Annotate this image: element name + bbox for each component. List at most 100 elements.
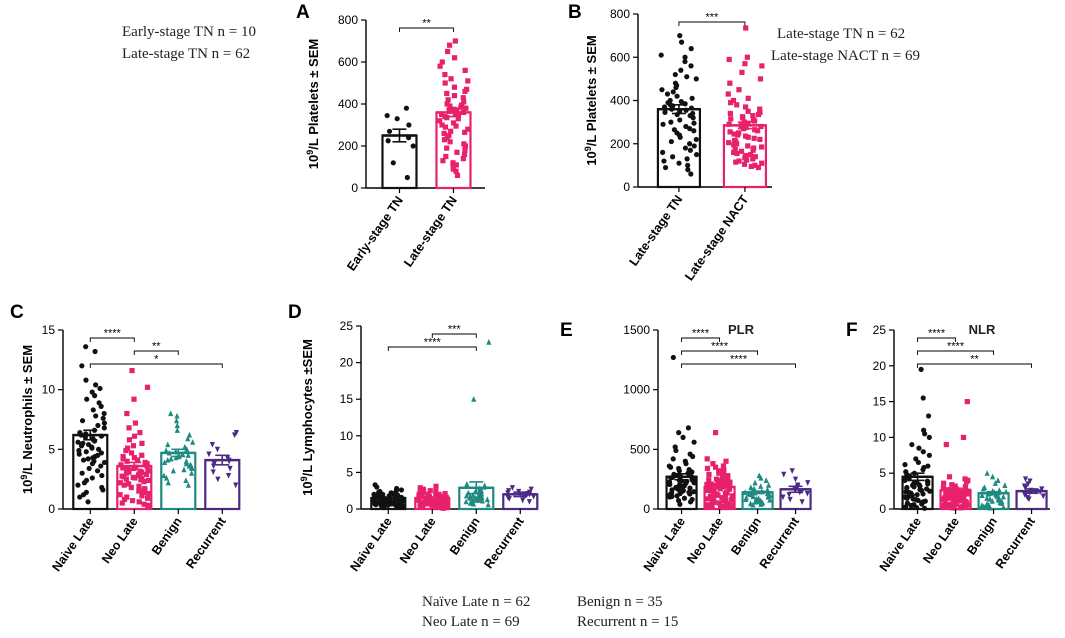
data-point [373, 502, 379, 508]
data-point [181, 466, 187, 473]
data-point [902, 477, 908, 483]
data-point [444, 101, 450, 107]
y-tick-label: 0 [643, 502, 650, 516]
data-point [693, 136, 699, 143]
data-point [684, 74, 690, 80]
x-tick-label: Late-stage TN [626, 193, 685, 269]
data-point [727, 129, 733, 135]
data-point [1000, 504, 1007, 510]
data-point [685, 425, 692, 431]
data-point [80, 492, 87, 498]
data-point [913, 504, 920, 511]
bracket-line [917, 337, 957, 342]
data-point [902, 462, 908, 468]
data-point [964, 399, 970, 405]
data-point [455, 112, 462, 119]
data-point [145, 495, 151, 501]
data-point [173, 417, 180, 424]
data-point [715, 492, 721, 498]
data-point [381, 504, 387, 511]
data-point [704, 487, 711, 494]
data-point [453, 162, 459, 168]
significance-bracket: **** [917, 341, 995, 355]
panel-D: D 0 5 10 15 20 25 109/L Lymphocytes ±SEM Naive L… [288, 302, 539, 574]
data-point [685, 167, 691, 173]
data-point [189, 465, 195, 472]
data-point [131, 433, 138, 439]
data-point [460, 156, 466, 162]
data-point [121, 496, 128, 503]
group-note-late-stage-tn: Late-stage TN n = 62 [777, 26, 906, 42]
data-point [716, 500, 722, 506]
y-tick-label: 5 [879, 466, 886, 480]
data-point [139, 452, 145, 458]
data-point [710, 494, 716, 500]
y-tick-label: 1000 [623, 383, 650, 397]
data-point [460, 95, 466, 101]
data-point [135, 457, 141, 463]
data-point [667, 481, 673, 488]
data-point [170, 467, 176, 474]
data-point [757, 76, 764, 82]
data-point [922, 431, 928, 437]
data-point [676, 468, 682, 474]
data-point [674, 93, 680, 99]
data-point [750, 147, 756, 153]
panel-letter: D [288, 302, 302, 323]
data-point [429, 502, 435, 508]
significance-label: **** [104, 328, 122, 340]
y-axis-label: 109/L Platelets ± SEM [583, 35, 599, 165]
data-point [687, 126, 693, 132]
x-tick-label: Naive Late [877, 515, 924, 574]
data-point [453, 123, 459, 129]
data-point [919, 501, 925, 507]
data-point [709, 504, 715, 510]
data-point [225, 472, 232, 479]
data-point [678, 67, 684, 73]
data-point [763, 477, 769, 483]
data-point [943, 441, 949, 448]
data-point [206, 451, 212, 458]
data-point [447, 139, 453, 145]
panel-letter: C [10, 302, 24, 323]
data-point [462, 67, 468, 73]
data-point [805, 480, 811, 486]
data-point [767, 496, 773, 503]
data-point [452, 38, 458, 44]
x-tick-label: Naive Late [347, 515, 394, 574]
panel-letter: F [846, 320, 858, 341]
y-tick-label: 5 [346, 465, 353, 479]
data-point [681, 495, 688, 501]
data-point [101, 459, 108, 466]
data-point [725, 91, 731, 97]
data-point [145, 490, 151, 497]
data-point [690, 115, 696, 121]
data-point [89, 461, 96, 467]
x-tick-label: Neo Late [397, 515, 439, 566]
y-tick-label: 0 [48, 502, 55, 516]
data-point [706, 471, 712, 477]
data-point [394, 116, 400, 122]
data-point [165, 479, 171, 486]
data-point [99, 472, 105, 479]
data-point [462, 88, 468, 94]
data-point [139, 493, 145, 499]
data-point [687, 141, 693, 147]
data-point [744, 157, 750, 163]
data-point [93, 382, 99, 388]
data-point [687, 499, 694, 505]
data-point [716, 470, 722, 476]
data-point [713, 476, 720, 482]
data-point [662, 164, 669, 171]
data-point [451, 93, 458, 99]
data-point [474, 497, 480, 503]
data-point [728, 497, 734, 503]
data-point [921, 505, 928, 511]
data-point [463, 105, 469, 111]
y-tick-label: 500 [630, 442, 650, 456]
data-point [693, 151, 700, 158]
data-point [168, 410, 174, 417]
data-point [995, 477, 1001, 483]
data-point [454, 149, 460, 155]
